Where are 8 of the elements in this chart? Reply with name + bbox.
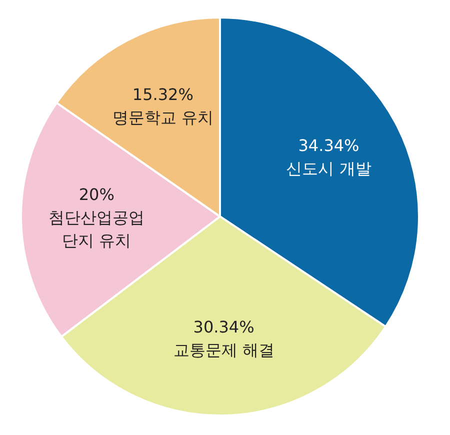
slice-label: 교통문제 해결 [173, 340, 274, 360]
slice-label: 신도시 개발 [286, 158, 372, 178]
slice-label: 명문학교 유치 [112, 108, 214, 127]
slice-label: 첨단산업공업 단지 유치 [48, 208, 145, 250]
data-label: 30.34% [193, 317, 254, 336]
data-label: 20% [78, 185, 114, 204]
data-label: 34.34% [298, 136, 360, 155]
data-label: 15.32% [132, 84, 194, 104]
